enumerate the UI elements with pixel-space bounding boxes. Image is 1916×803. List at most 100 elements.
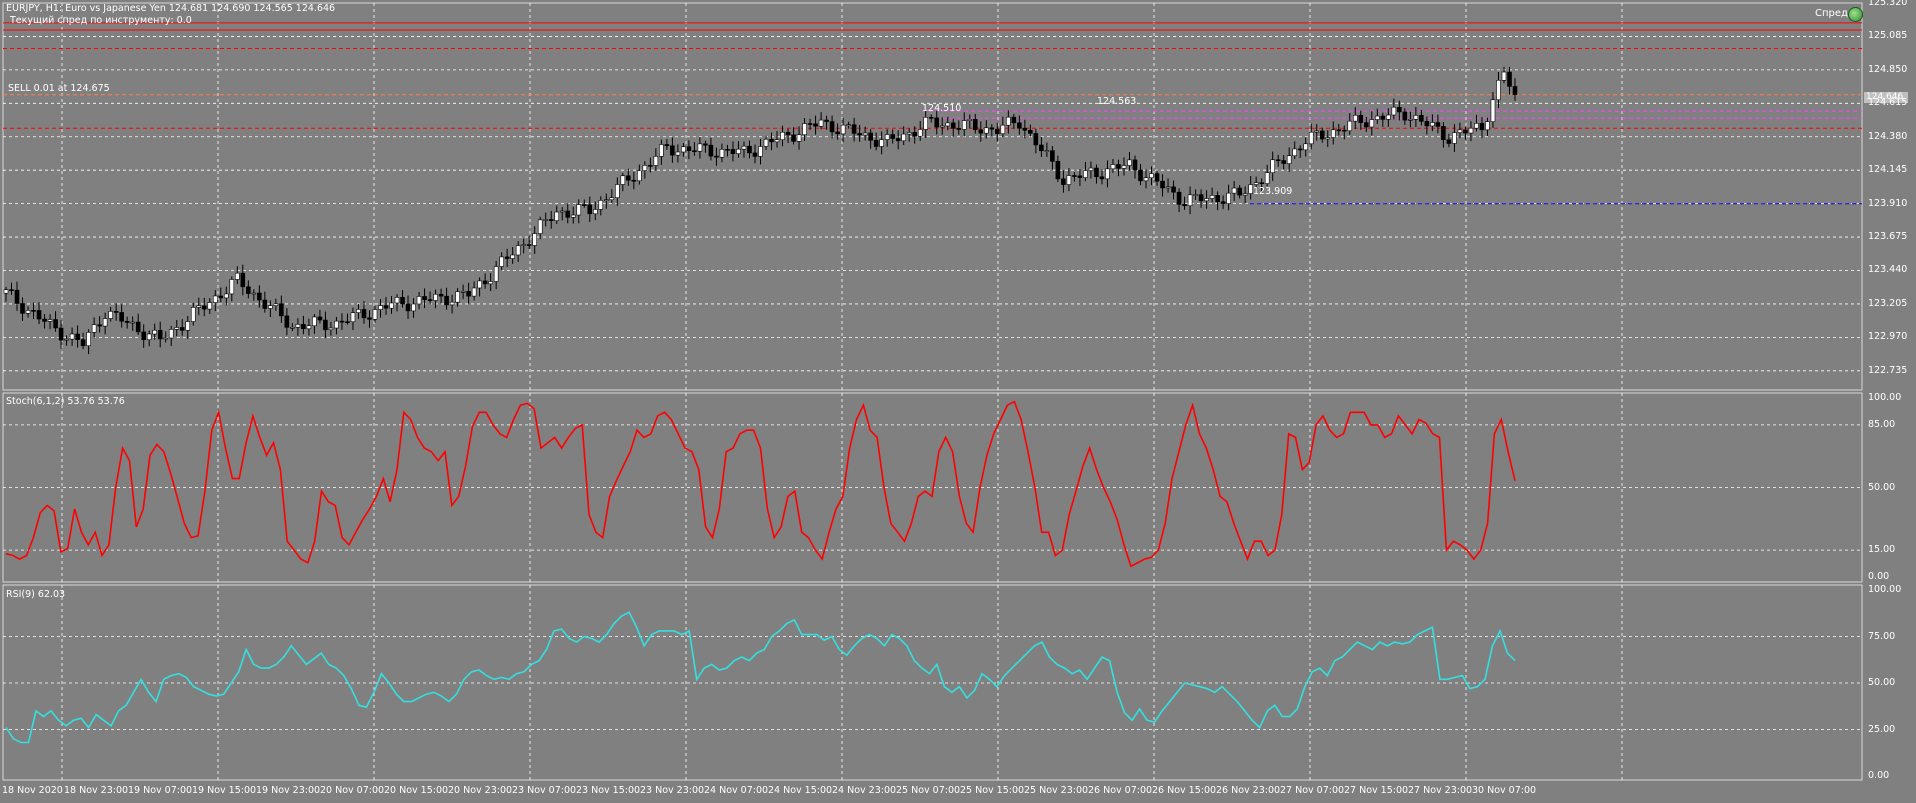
time-tick-label: 23 Nov 15:00 [576, 785, 641, 796]
candle-body [372, 309, 378, 320]
candle-body [697, 143, 703, 152]
candle-body [306, 325, 312, 330]
candle-body [884, 134, 890, 140]
green-ball-icon[interactable] [1848, 7, 1863, 22]
candle-body [1358, 114, 1364, 123]
candle-body [1259, 182, 1264, 184]
candle-body [972, 119, 978, 131]
candle-body [950, 122, 956, 129]
candle-body [1050, 150, 1055, 162]
time-tick-label: 20 Nov 23:00 [448, 785, 513, 796]
candle-body [769, 138, 774, 143]
price-tick-label: 123.205 [1868, 297, 1908, 309]
candle-body [279, 303, 284, 317]
candle-body [581, 204, 587, 206]
candle-body [119, 312, 124, 322]
candle-body [846, 124, 851, 127]
stoch-tick-label: 15.00 [1868, 544, 1896, 556]
candle-body [444, 295, 449, 306]
price-tick-label: 122.735 [1868, 364, 1908, 376]
candle-body [1182, 204, 1187, 207]
candle-body [1479, 123, 1485, 131]
price-tick-label: 124.380 [1868, 130, 1908, 142]
candle-body [1435, 122, 1441, 127]
candle-body [1281, 160, 1286, 164]
candle-body [835, 131, 840, 135]
candle-body [1275, 159, 1281, 162]
candle-body [554, 211, 560, 221]
candle-body [576, 204, 582, 216]
candle-body [427, 299, 433, 301]
candle-body [1408, 118, 1413, 121]
candle-body [124, 320, 130, 323]
candle-body [1215, 195, 1220, 202]
candle-body [1413, 115, 1419, 120]
candle-body [906, 132, 912, 135]
candle-body [609, 197, 615, 201]
candle-body [449, 301, 455, 306]
candle-body [747, 145, 752, 154]
candle-body [615, 184, 620, 198]
candle-body [257, 292, 262, 301]
candle-body [1446, 139, 1452, 144]
rsi-tick-label: 25.00 [1868, 723, 1896, 735]
price-tick-label: 124.615 [1868, 97, 1908, 109]
candle-body [537, 219, 543, 234]
candle-body [345, 321, 350, 323]
candle-body [163, 337, 169, 340]
candle-body [603, 199, 609, 202]
candle-body [1099, 176, 1105, 180]
time-tick-label: 27 Nov 07:00 [1280, 785, 1345, 796]
time-tick-label: 18 Nov 23:00 [64, 785, 129, 796]
candle-body [1154, 173, 1160, 182]
candle-body [725, 149, 730, 151]
candle-body [1077, 175, 1083, 178]
candle-body [802, 123, 807, 136]
candle-body [499, 256, 504, 267]
candle-body [592, 209, 598, 215]
current-price-tag: 124.646 [1864, 92, 1908, 103]
candle-body [961, 120, 967, 130]
candle-body [433, 293, 438, 301]
candle-body [1226, 192, 1231, 204]
candle-body [1386, 114, 1391, 120]
pane-frame-2 [2, 584, 1863, 781]
candle-body [130, 321, 135, 324]
candle-body [1314, 130, 1320, 133]
candle-body [146, 333, 152, 341]
candle-body [818, 119, 824, 127]
time-tick-label: 26 Nov 23:00 [1216, 785, 1281, 796]
candle-body [350, 312, 356, 323]
candle-body [559, 210, 565, 213]
candle-body [917, 129, 923, 137]
candle-body [1501, 71, 1507, 81]
candle-body [438, 293, 444, 297]
candle-body [752, 152, 758, 157]
price-tick-label: 125.320 [1868, 0, 1908, 8]
candle-body [1171, 186, 1176, 193]
candle-body [813, 123, 818, 127]
candle-body [235, 272, 240, 280]
price-tick-label: 123.910 [1868, 197, 1908, 209]
trade-label[interactable]: SELL 0.01 at 124.675 [8, 83, 110, 94]
candle-body [135, 321, 141, 333]
candle-body [1138, 169, 1143, 182]
candle-body [1452, 132, 1457, 144]
candle-body [212, 295, 218, 303]
candle-body [1198, 194, 1204, 202]
candle-body [75, 333, 80, 340]
candle-body [620, 175, 626, 185]
time-tick-label: 24 Nov 15:00 [768, 785, 833, 796]
candle-body [273, 303, 279, 306]
candle-body [1176, 191, 1182, 205]
candle-body [1457, 129, 1463, 133]
candle-body [108, 311, 113, 319]
spread-label: Спред [1815, 8, 1848, 19]
candle-body [47, 319, 53, 322]
time-tick-label: 25 Nov 15:00 [960, 785, 1025, 796]
candle-body [1430, 122, 1435, 127]
candle-body [223, 293, 229, 299]
stoch-tick-label: 50.00 [1868, 481, 1896, 493]
candle-body [829, 121, 835, 133]
